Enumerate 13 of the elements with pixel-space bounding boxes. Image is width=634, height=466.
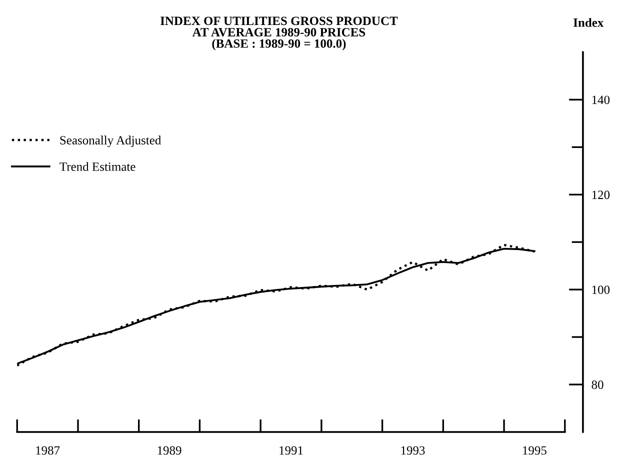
y-tick-label: 140	[592, 96, 610, 104]
x-tick-label: 1989	[158, 446, 182, 455]
y-tick-label: 100	[592, 286, 610, 294]
y-tick-label: 80	[592, 380, 604, 389]
x-tick-label: 1991	[280, 446, 303, 455]
legend-label: Trend Estimate	[60, 162, 136, 171]
y-tick-label: 120	[592, 190, 610, 200]
chart-title: INDEX OF UTILITIES GROSS PRODUCT AT AVERAGE 1989-90 PRICES (BASE : 1989-90 = 100.0)	[160, 16, 398, 50]
x-tick-label: 1993	[401, 446, 425, 455]
legend-label: Seasonally Adjusted	[60, 136, 162, 148]
y-axis-title: Index	[574, 18, 604, 27]
x-tick-label: 1987	[36, 446, 60, 455]
x-tick-label: 1995	[523, 446, 546, 455]
